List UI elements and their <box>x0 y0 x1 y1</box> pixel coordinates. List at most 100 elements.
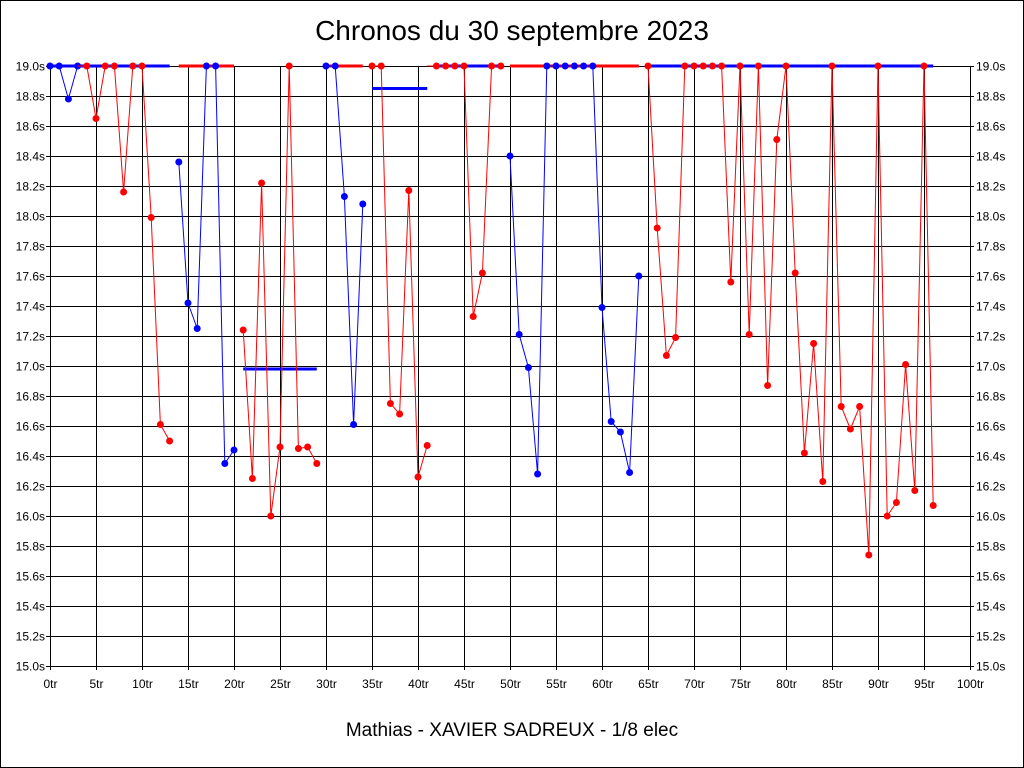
x-tick-label: 70tr <box>684 677 705 691</box>
data-point-blue <box>589 62 597 70</box>
y-tick-label-left: 15.8s <box>16 540 45 554</box>
data-point-blue <box>524 364 532 371</box>
y-tick-label-left: 16.4s <box>16 450 45 464</box>
y-tick-label-left: 18.8s <box>16 90 45 104</box>
x-tick-label: 60tr <box>592 677 613 691</box>
data-point-red <box>258 179 266 187</box>
data-point-red <box>662 352 670 359</box>
data-point-red <box>681 62 689 70</box>
data-point-red <box>83 62 91 70</box>
y-tick-label-right: 17.0s <box>976 360 1005 374</box>
data-point-red <box>920 62 928 70</box>
data-point-red <box>451 62 459 70</box>
x-tick-label: 75tr <box>730 677 751 691</box>
x-tick-label: 80tr <box>776 677 797 691</box>
data-point-red <box>846 425 854 433</box>
y-tick-label-right: 16.2s <box>976 480 1005 494</box>
data-point-red <box>386 400 394 407</box>
data-point-blue <box>202 62 210 70</box>
data-point-red <box>828 62 836 70</box>
y-tick-label-left: 19.0s <box>16 60 45 74</box>
x-tick-label: 0tr <box>43 677 57 691</box>
data-point-red <box>138 62 146 70</box>
data-point-blue <box>230 446 238 454</box>
data-point-red <box>718 62 726 70</box>
series-line-blue <box>50 65 79 101</box>
data-point-red <box>304 443 312 451</box>
data-point-blue <box>175 158 183 166</box>
data-point-blue <box>359 200 367 208</box>
data-point-red <box>469 313 477 320</box>
y-tick-label-left: 15.0s <box>16 660 45 674</box>
tick-labels: 15.0s 15.0s 15.2s 15.2s 15.4s 15.4s 15.6s 15.6s… <box>16 60 1006 692</box>
data-point-blue <box>607 418 615 425</box>
y-tick-label-left: 17.0s <box>16 360 45 374</box>
series-line-blue <box>326 65 364 425</box>
x-tick-label: 45tr <box>454 677 475 691</box>
data-point-red <box>110 62 118 70</box>
data-point-blue <box>534 470 542 478</box>
data-point-red <box>276 443 284 451</box>
x-tick-label: 85tr <box>822 677 843 691</box>
x-tick-label: 95tr <box>914 677 935 691</box>
data-point-blue <box>350 421 358 428</box>
y-tick-label-left: 17.2s <box>16 330 45 344</box>
data-point-red <box>865 551 873 559</box>
x-tick-label: 20tr <box>224 677 245 691</box>
data-point-red <box>166 437 174 445</box>
data-point-red <box>727 278 735 286</box>
data-point-red <box>120 188 128 196</box>
data-point-blue <box>552 62 560 70</box>
data-point-red <box>442 62 450 70</box>
data-point-blue <box>616 428 624 436</box>
data-point-red <box>874 62 882 70</box>
data-point-red <box>764 382 772 389</box>
series-line-red <box>647 65 934 556</box>
x-tick-label: 15tr <box>178 677 199 691</box>
data-point-blue <box>580 62 588 70</box>
data-point-red <box>92 115 100 122</box>
y-tick-label-left: 16.6s <box>16 420 45 434</box>
data-point-red <box>147 214 155 221</box>
data-point-red <box>690 62 698 70</box>
data-point-blue <box>331 62 339 70</box>
data-point-red <box>736 62 744 70</box>
data-point-red <box>883 512 891 520</box>
data-point-blue <box>46 62 54 70</box>
y-tick-label-right: 17.8s <box>976 240 1005 254</box>
y-tick-label-right: 15.4s <box>976 600 1005 614</box>
data-point-red <box>837 403 845 410</box>
data-point-red <box>754 62 762 70</box>
y-tick-label-left: 18.4s <box>16 150 45 164</box>
data-point-red <box>911 487 919 494</box>
y-tick-label-right: 17.6s <box>976 270 1005 284</box>
y-tick-label-right: 15.8s <box>976 540 1005 554</box>
data-point-red <box>396 410 404 418</box>
data-point-blue <box>543 62 551 70</box>
y-tick-label-right: 18.6s <box>976 120 1005 134</box>
y-tick-label-right: 16.6s <box>976 420 1005 434</box>
x-tick-label: 65tr <box>638 677 659 691</box>
data-point-red <box>644 62 652 70</box>
data-point-blue <box>561 62 569 70</box>
data-point-red <box>129 62 137 70</box>
y-tick-label-left: 18.0s <box>16 210 45 224</box>
data-point-red <box>819 478 827 485</box>
data-point-red <box>800 449 808 457</box>
series-layer <box>46 62 937 559</box>
y-tick-label-left: 16.0s <box>16 510 45 524</box>
data-point-blue <box>598 304 606 311</box>
y-tick-label-left: 18.6s <box>16 120 45 134</box>
x-tick-label: 40tr <box>408 677 429 691</box>
y-tick-label-right: 18.8s <box>976 90 1005 104</box>
data-point-blue <box>64 95 72 103</box>
y-tick-label-right: 19.0s <box>976 60 1005 74</box>
y-tick-label-left: 18.2s <box>16 180 45 194</box>
y-tick-label-right: 17.2s <box>976 330 1005 344</box>
data-point-red <box>432 62 440 70</box>
y-tick-label-right: 18.2s <box>976 180 1005 194</box>
data-point-blue <box>55 62 63 70</box>
data-point-red <box>156 421 164 428</box>
grid-layer <box>46 66 974 670</box>
data-point-red <box>285 62 293 70</box>
